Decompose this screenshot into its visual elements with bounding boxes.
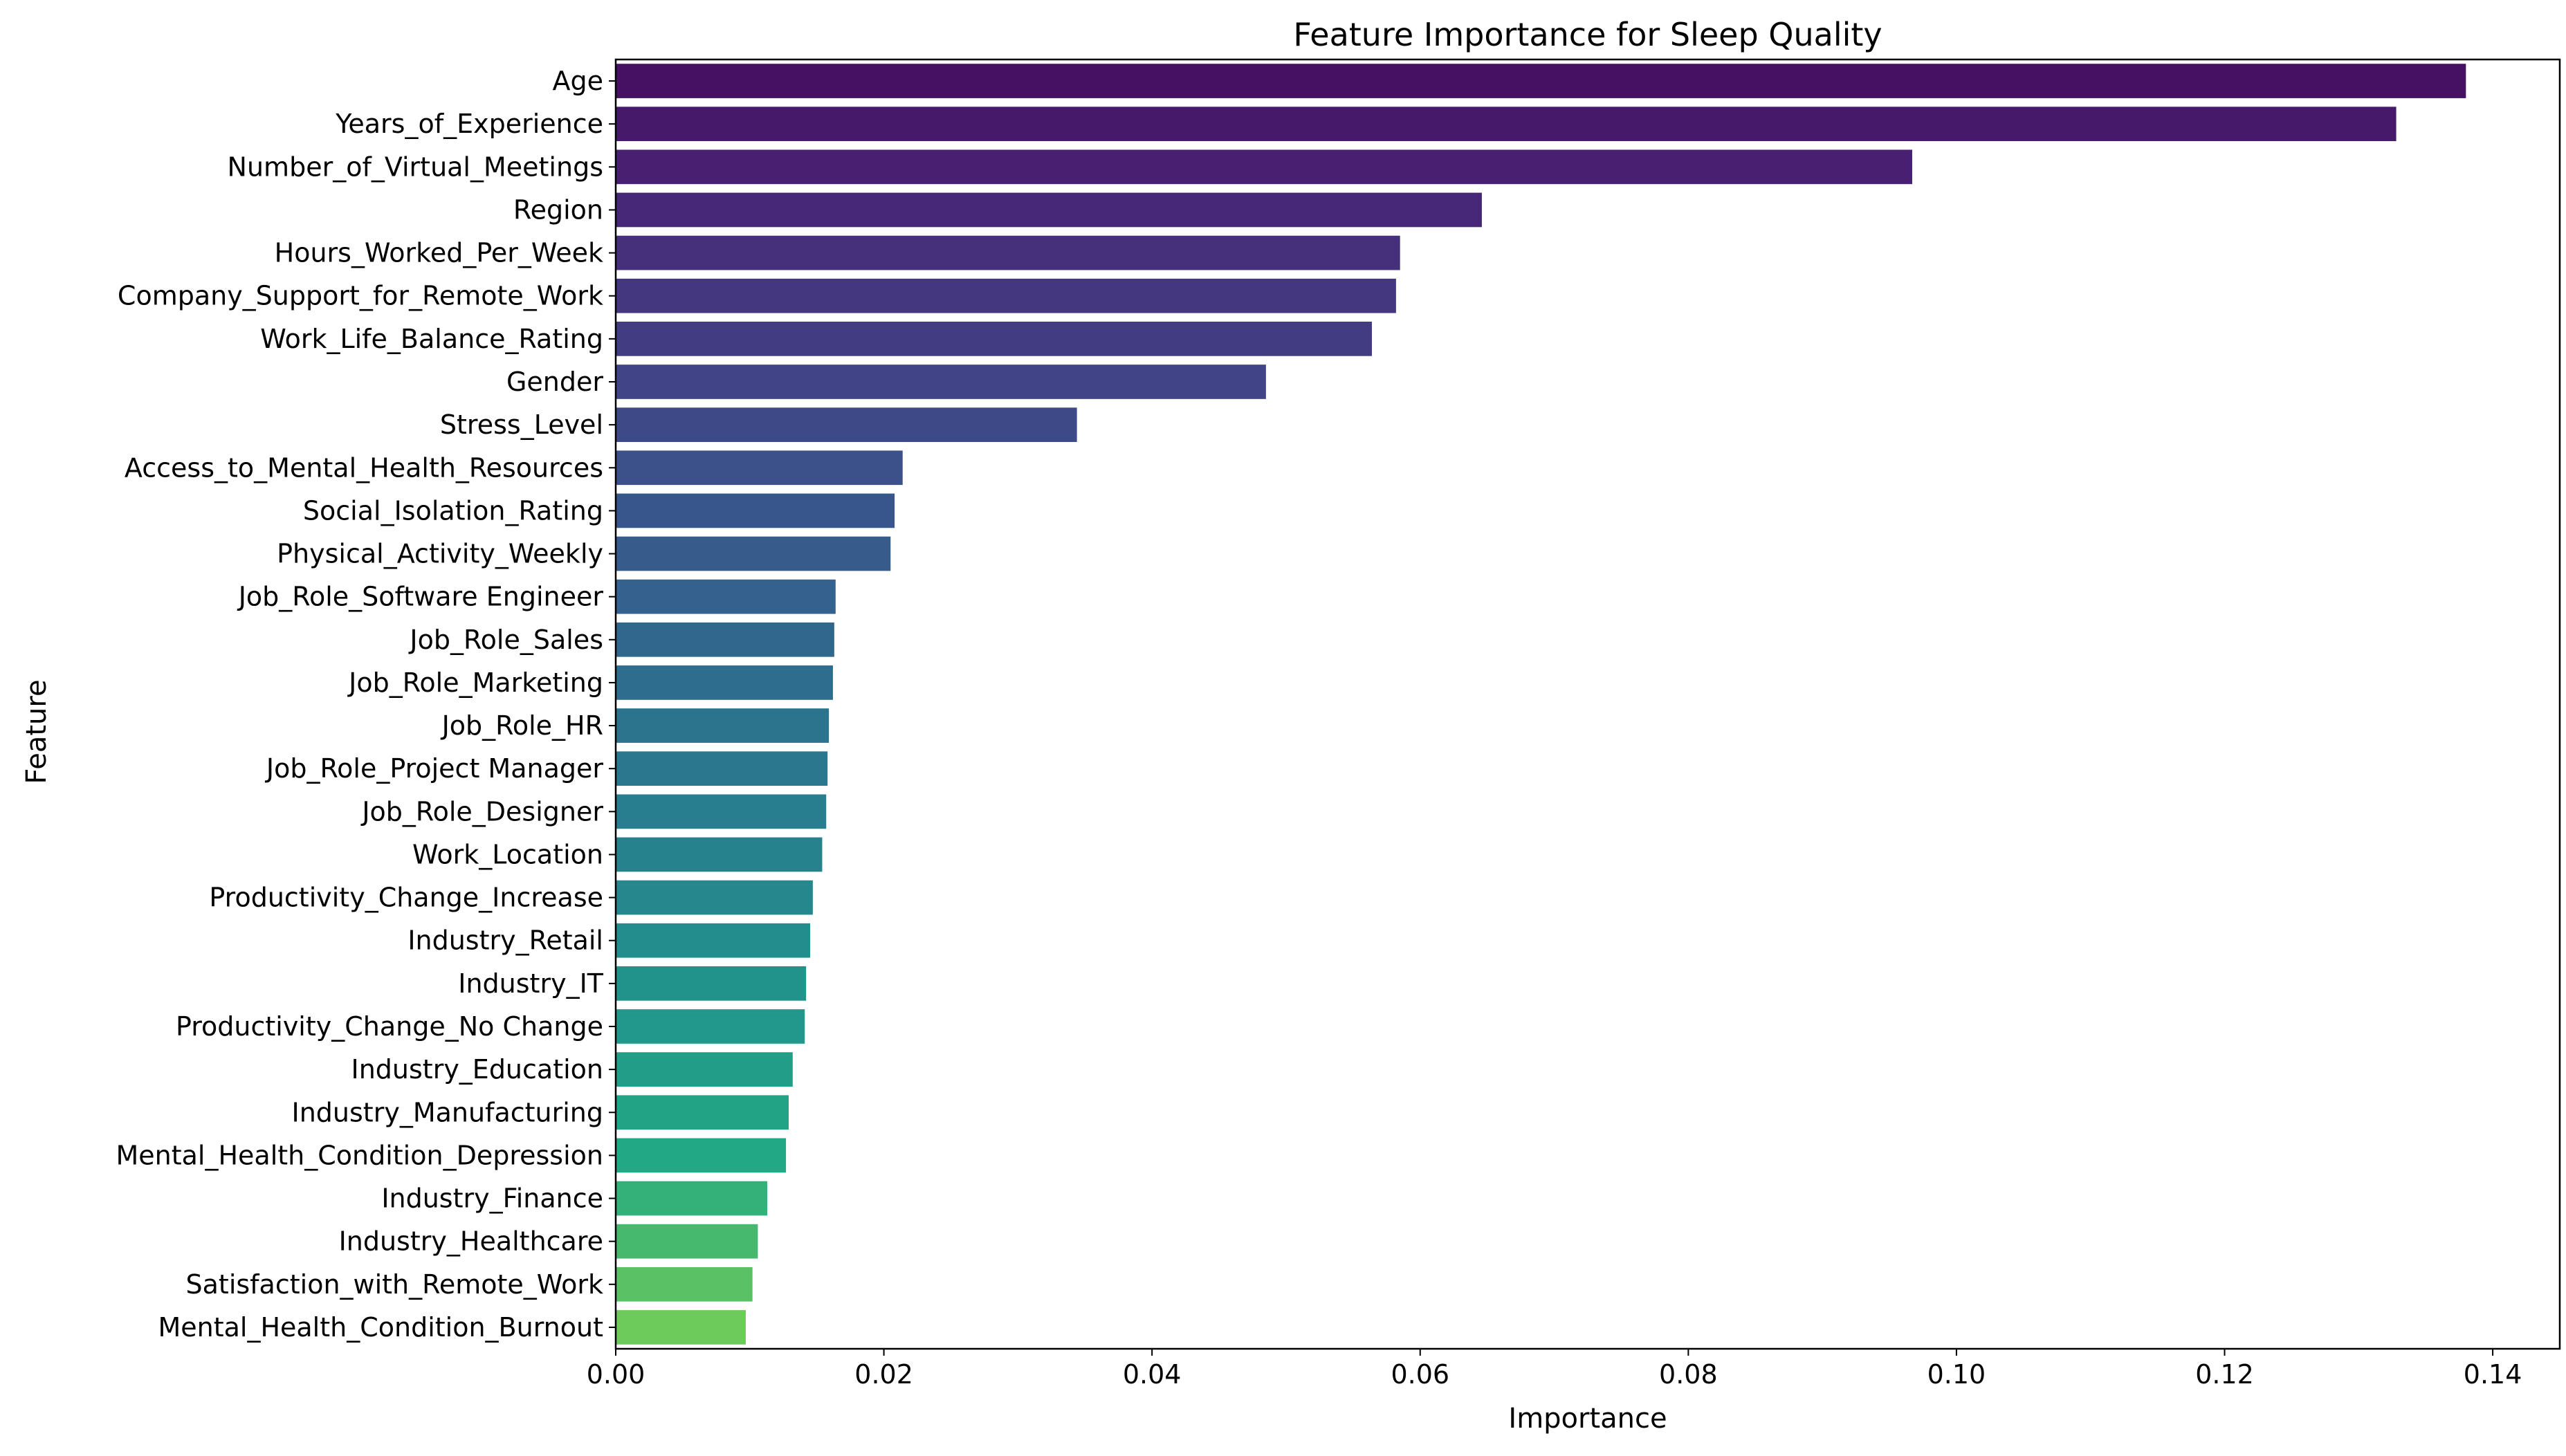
bar-years-of-experience bbox=[616, 107, 2397, 142]
bar-productivity-change-no-change bbox=[616, 1009, 805, 1044]
bar-industry-healthcare bbox=[616, 1224, 758, 1259]
bar-industry-retail bbox=[616, 923, 810, 958]
y-tick-label: Age bbox=[553, 66, 604, 96]
bar-physical-activity-weekly bbox=[616, 536, 891, 571]
bar-age bbox=[616, 64, 2466, 98]
bar-job-role-sales bbox=[616, 622, 834, 657]
y-tick-label: Social_Isolation_Rating bbox=[303, 495, 603, 526]
bar-hours-worked-per-week bbox=[616, 235, 1400, 270]
y-tick-label: Industry_Education bbox=[351, 1054, 604, 1085]
bar-job-role-designer bbox=[616, 794, 827, 829]
x-axis-label: Importance bbox=[1508, 1403, 1667, 1435]
x-tick-label: 0.04 bbox=[1123, 1359, 1182, 1390]
y-tick-label: Work_Location bbox=[412, 839, 603, 869]
bar-number-of-virtual-meetings bbox=[616, 149, 1912, 185]
y-tick-label: Job_Role_Sales bbox=[408, 625, 603, 655]
y-tick-label: Productivity_Change_Increase bbox=[209, 883, 603, 913]
bar-gender bbox=[616, 365, 1266, 399]
y-tick-label: Region bbox=[513, 194, 603, 225]
bar-work-life-balance-rating bbox=[616, 322, 1372, 356]
y-tick-label: Mental_Health_Condition_Depression bbox=[116, 1140, 603, 1170]
bar-industry-it bbox=[616, 966, 807, 1001]
bar-job-role-marketing bbox=[616, 665, 833, 700]
y-tick-label: Access_to_Mental_Health_Resources bbox=[125, 452, 603, 483]
y-tick-label: Productivity_Change_No Change bbox=[176, 1011, 603, 1042]
y-tick-label: Industry_IT bbox=[458, 968, 604, 999]
bar-satisfaction-with-remote-work bbox=[616, 1266, 753, 1302]
y-tick-label: Company_Support_for_Remote_Work bbox=[118, 281, 603, 311]
x-tick-label: 0.02 bbox=[854, 1359, 913, 1390]
y-tick-label: Number_of_Virtual_Meetings bbox=[228, 151, 603, 182]
bar-mental-health-condition-burnout bbox=[616, 1310, 746, 1345]
bars-group bbox=[616, 64, 2466, 1345]
x-tick-label: 0.14 bbox=[2464, 1359, 2522, 1390]
bar-social-isolation-rating bbox=[616, 493, 895, 528]
bar-stress-level bbox=[616, 407, 1077, 442]
bar-job-role-software-engineer bbox=[616, 579, 836, 614]
x-tick-label: 0.00 bbox=[587, 1359, 645, 1390]
bar-productivity-change-increase bbox=[616, 880, 813, 915]
bar-region bbox=[616, 192, 1482, 228]
axes-frame bbox=[614, 58, 2561, 1350]
y-tick-label: Mental_Health_Condition_Burnout bbox=[158, 1312, 603, 1343]
bar-industry-manufacturing bbox=[616, 1095, 789, 1130]
y-tick-label: Work_Life_Balance_Rating bbox=[260, 324, 603, 354]
y-tick-label: Industry_Retail bbox=[407, 925, 603, 956]
y-tick-label: Industry_Healthcare bbox=[339, 1226, 603, 1257]
y-tick-label: Job_Role_HR bbox=[441, 710, 603, 741]
bar-access-to-mental-health-resources bbox=[616, 450, 903, 486]
bar-mental-health-condition-depression bbox=[616, 1138, 787, 1173]
y-tick-label: Job_Role_Software Engineer bbox=[237, 582, 604, 612]
bar-job-role-project-manager bbox=[616, 751, 828, 786]
x-tick-label: 0.12 bbox=[2195, 1359, 2254, 1390]
bar-company-support-for-remote-work bbox=[616, 278, 1396, 313]
y-tick-label: Stress_Level bbox=[440, 409, 603, 440]
chart-title: Feature Importance for Sleep Quality bbox=[1293, 16, 1882, 53]
y-tick-label: Job_Role_Marketing bbox=[347, 667, 603, 698]
y-tick-label: Gender bbox=[506, 367, 603, 397]
bar-industry-education bbox=[616, 1052, 793, 1087]
y-tick-label: Industry_Finance bbox=[381, 1183, 603, 1214]
bar-job-role-hr bbox=[616, 708, 830, 743]
x-tick-label: 0.08 bbox=[1659, 1359, 1718, 1390]
bar-work-location bbox=[616, 837, 823, 872]
bar-industry-finance bbox=[616, 1181, 767, 1216]
y-tick-label: Years_of_Experience bbox=[335, 109, 603, 139]
y-tick-label: Job_Role_Designer bbox=[360, 796, 603, 827]
plot-frame bbox=[614, 58, 2561, 1350]
x-ticks: 0.00 0.02 0.04 0.06 0.08 0.10 0.12 0.14 bbox=[587, 1349, 2522, 1390]
y-tick-label: Satisfaction_with_Remote_Work bbox=[186, 1269, 603, 1300]
x-tick-label: 0.10 bbox=[1927, 1359, 1986, 1390]
y-tick-label: Hours_Worked_Per_Week bbox=[275, 238, 603, 268]
y-tick-labels: Age Years_of_Experience Number_of_Virtual_… bbox=[116, 66, 616, 1343]
y-axis-label: Feature bbox=[21, 679, 53, 784]
y-tick-label: Physical_Activity_Weekly bbox=[277, 539, 603, 569]
y-tick-label: Job_Role_Project Manager bbox=[265, 753, 603, 784]
x-tick-label: 0.06 bbox=[1391, 1359, 1449, 1390]
y-tick-label: Industry_Manufacturing bbox=[292, 1097, 603, 1127]
